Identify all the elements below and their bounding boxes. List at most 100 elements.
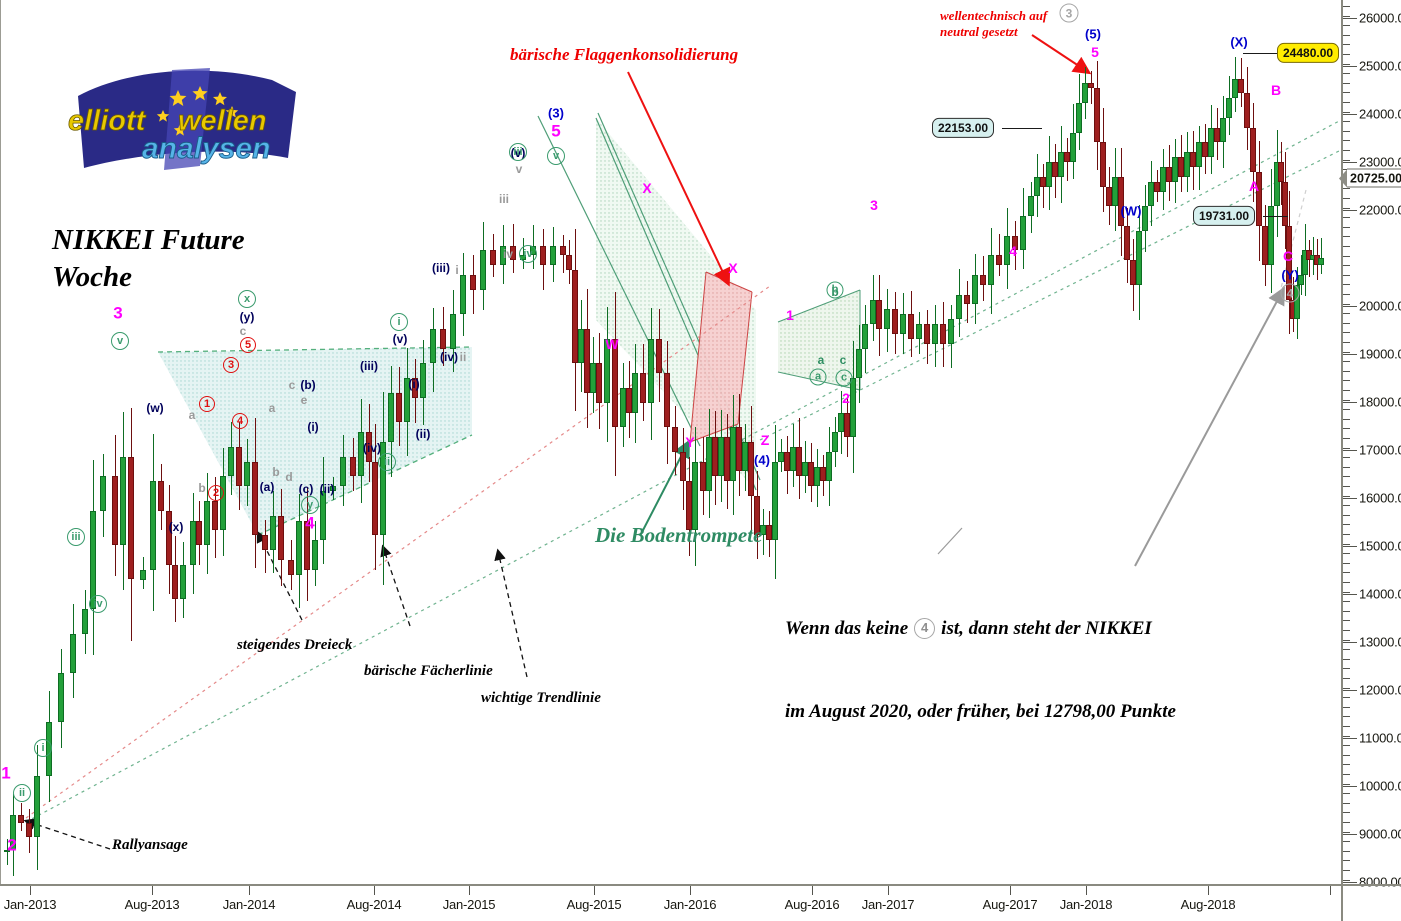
price-tag-leader — [1263, 216, 1288, 217]
price-tick-label: 17000.00 — [1359, 442, 1401, 458]
annotation-rising-triangle: steigendes Dreieck — [237, 637, 353, 653]
wave-label: 5 — [551, 121, 561, 141]
wave-label: (iii) — [432, 261, 450, 275]
price-minor-tick — [1343, 409, 1350, 411]
annotation-rallyansage: Rallyansage — [112, 837, 188, 853]
price-tick-label: 24000.00 — [1359, 106, 1401, 122]
circled-wave-label: iii — [509, 143, 527, 161]
price-minor-tick — [1343, 668, 1350, 670]
price-tick — [1343, 18, 1357, 19]
wave-label: iii — [498, 192, 510, 206]
price-minor-tick — [1343, 322, 1350, 324]
circled-wave-label: a — [809, 368, 827, 386]
price-minor-tick — [1343, 102, 1350, 103]
tag-24480[interactable]: 24480.00 — [1277, 42, 1340, 64]
price-minor-tick — [1343, 457, 1350, 459]
circled-wave-label: y — [301, 496, 319, 514]
time-tick — [1330, 886, 1331, 895]
price-plot-area[interactable]: 22153.00 19731.00 24480.00 1 2 3 4 5 (3) W X Y X Z (4… — [0, 0, 1341, 884]
svg-text:analysen: analysen — [142, 132, 270, 165]
time-tick-label: Aug-2018 — [1180, 897, 1236, 912]
price-minor-tick — [1343, 130, 1350, 132]
wave-label: (v) — [392, 332, 408, 346]
price-minor-tick — [1343, 351, 1350, 353]
price-minor-tick — [1343, 486, 1350, 487]
price-minor-tick — [1343, 418, 1350, 420]
circled-wave-label: 3 — [1059, 3, 1079, 23]
annotation-bodentrompete: Die Bodentrompete — [595, 523, 763, 547]
price-minor-tick — [1343, 697, 1350, 699]
arrow-flag-annotation — [627, 71, 731, 287]
price-tag-leader — [1243, 53, 1277, 54]
current-price-arrow-icon — [1339, 169, 1347, 187]
price-minor-tick — [1343, 495, 1350, 497]
time-tick — [1086, 886, 1087, 895]
price-minor-tick — [1343, 217, 1350, 219]
price-minor-tick — [1343, 860, 1350, 862]
price-minor-tick — [1343, 236, 1350, 238]
wave-label: c — [839, 353, 847, 367]
price-minor-tick — [1343, 726, 1350, 727]
price-minor-tick — [1343, 342, 1350, 343]
time-tick — [374, 886, 375, 895]
wave-label: b — [272, 465, 280, 479]
wave-label: 1 — [786, 307, 794, 323]
price-minor-tick — [1343, 553, 1350, 555]
price-minor-tick — [1343, 601, 1350, 603]
price-minor-tick — [1343, 783, 1350, 785]
price-tick-label: 16000.00 — [1359, 490, 1401, 506]
price-minor-tick — [1343, 150, 1350, 151]
tag-22153[interactable]: 22153.00 — [932, 117, 995, 139]
price-tick — [1343, 834, 1357, 835]
price-minor-tick — [1343, 879, 1350, 881]
time-tick — [1010, 886, 1011, 895]
price-minor-tick — [1343, 63, 1350, 65]
price-axis[interactable]: 26000.00 25000.00 24000.00 23000.00 22000.00… — [1341, 0, 1401, 890]
price-minor-tick — [1343, 793, 1350, 795]
price-minor-tick — [1343, 678, 1350, 679]
price-minor-tick — [1343, 735, 1350, 737]
plot-left-border — [0, 0, 1, 884]
logo-icon: elliott wellen analysen — [68, 68, 296, 170]
page-title: NIKKEI Future Woche — [52, 224, 245, 294]
price-minor-tick — [1343, 370, 1350, 372]
forecast-line1-b: ist, dann steht der NIKKEI — [941, 618, 1152, 640]
price-minor-tick — [1343, 582, 1350, 583]
wave-label: d — [285, 470, 293, 484]
price-minor-tick — [1343, 572, 1350, 574]
price-minor-tick — [1343, 284, 1350, 286]
wave-label: 3 — [870, 197, 878, 213]
price-minor-tick — [1343, 428, 1350, 430]
price-tick-label: 9000.00 — [1359, 826, 1401, 842]
wave-label: Z — [760, 432, 770, 448]
small-flag-zone — [777, 289, 861, 391]
wave-label: a — [268, 401, 276, 415]
circled-wave-label: 4 — [232, 413, 248, 429]
price-tick — [1343, 594, 1357, 595]
wave-label: c — [239, 324, 247, 338]
tag-19731[interactable]: 19731.00 — [1193, 205, 1256, 227]
annotation-forecast: Wenn das keine 4 ist, dann steht der NIK… — [785, 560, 1176, 780]
circled-wave-label: v — [547, 147, 565, 165]
price-minor-tick — [1343, 294, 1350, 295]
time-axis[interactable]: Jan-2013 Aug-2013 Jan-2014 Aug-2014 Jan-2015… — [0, 884, 1341, 921]
price-minor-tick — [1343, 34, 1350, 36]
time-tick — [30, 886, 31, 895]
wave-label: i — [455, 263, 459, 277]
axis-corner — [1341, 884, 1401, 921]
price-minor-tick — [1343, 390, 1350, 391]
wave-label: B — [1270, 82, 1282, 98]
price-tick-label: 20000.00 — [1359, 298, 1401, 314]
price-tick — [1343, 402, 1357, 403]
price-minor-tick — [1343, 54, 1350, 55]
wave-label: (y) — [239, 310, 255, 324]
wave-label: a — [817, 353, 825, 367]
circled-wave-label: i — [390, 313, 408, 331]
price-minor-tick — [1343, 610, 1350, 612]
price-tick-label: 18000.00 — [1359, 394, 1401, 410]
wave-label: X — [728, 260, 738, 276]
time-tick — [690, 886, 691, 895]
current-price-value: 20725.00 — [1347, 168, 1401, 188]
circled-wave-label: b — [826, 281, 844, 299]
circled-wave-label: 3 — [223, 357, 239, 373]
